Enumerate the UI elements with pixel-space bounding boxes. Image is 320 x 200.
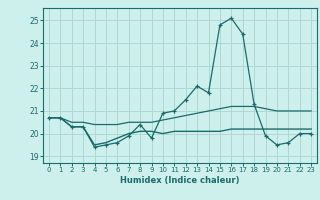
X-axis label: Humidex (Indice chaleur): Humidex (Indice chaleur) [120,176,240,185]
